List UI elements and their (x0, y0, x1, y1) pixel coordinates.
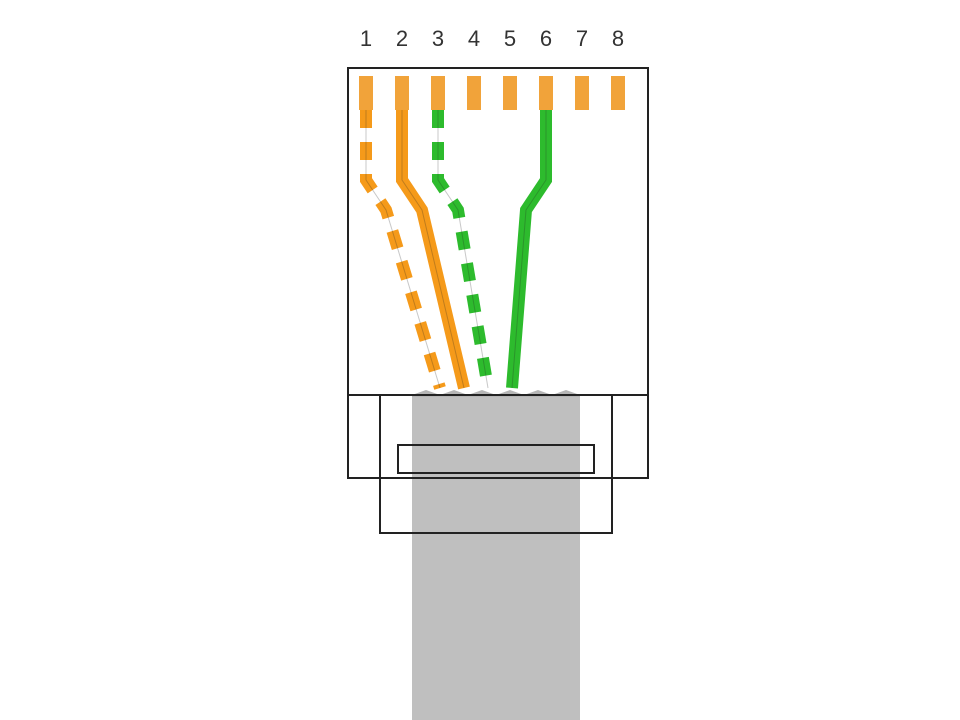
pin-label-1: 1 (360, 26, 372, 52)
pin-label-8: 8 (612, 26, 624, 52)
pin-label-3: 3 (432, 26, 444, 52)
rj45-diagram (0, 0, 960, 720)
pin-label-4: 4 (468, 26, 480, 52)
pin-label-7: 7 (576, 26, 588, 52)
diagram-stage: 12345678 (0, 0, 960, 720)
pin-label-2: 2 (396, 26, 408, 52)
pin-label-5: 5 (504, 26, 516, 52)
pin-label-6: 6 (540, 26, 552, 52)
